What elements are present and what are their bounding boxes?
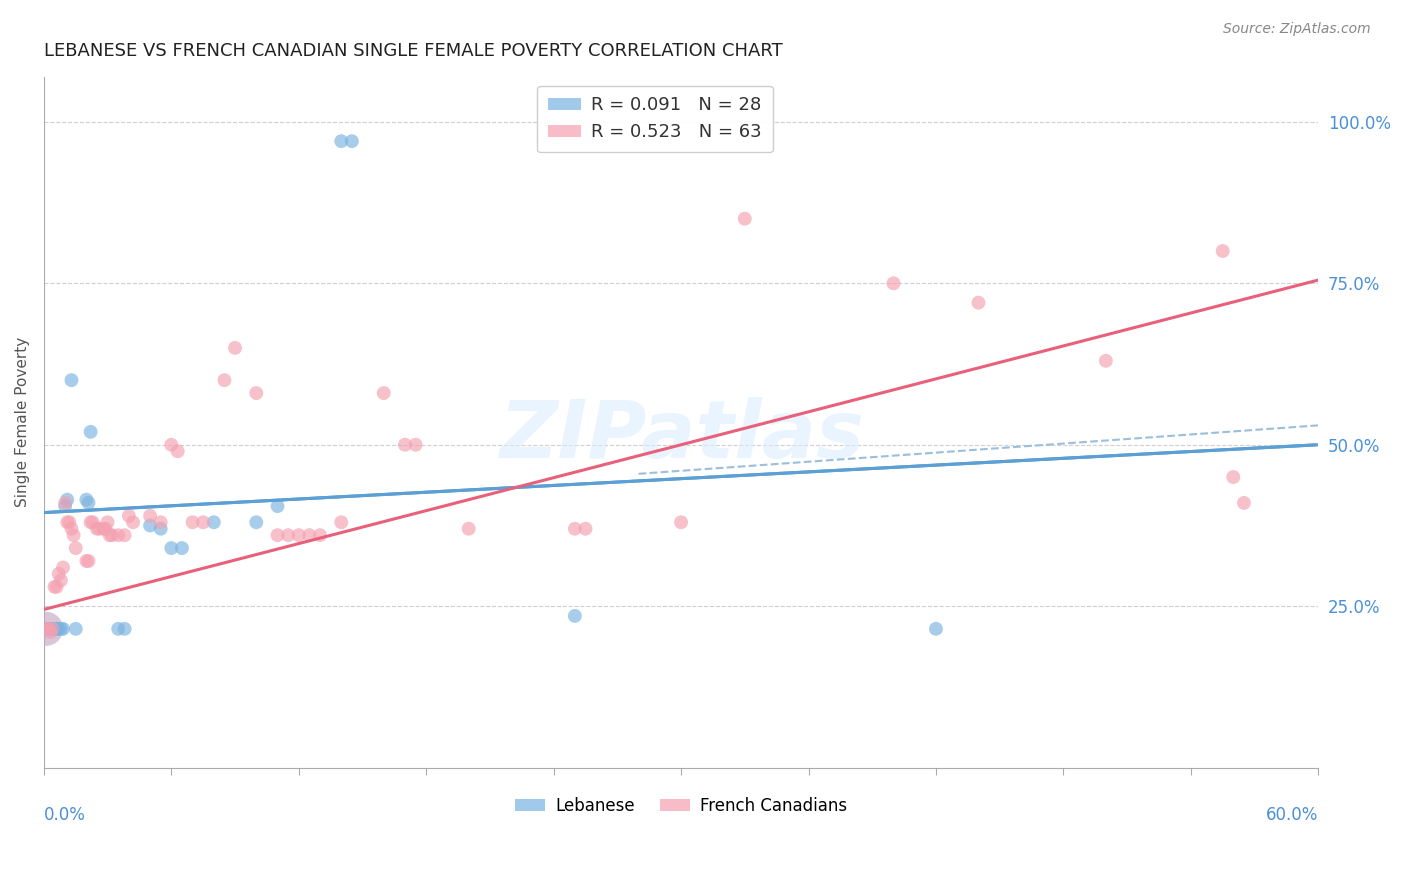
- Point: [45, 580, 67, 594]
- Point: [65, 622, 87, 636]
- Point: [330, 515, 353, 529]
- Point: [330, 134, 353, 148]
- Point: [75, 492, 97, 507]
- Point: [39, 622, 62, 636]
- Point: [245, 515, 267, 529]
- Point: [373, 386, 395, 401]
- Point: [298, 528, 321, 542]
- Point: [925, 622, 948, 636]
- Point: [107, 622, 129, 636]
- Point: [45, 622, 67, 636]
- Point: [1222, 470, 1244, 484]
- Point: [734, 211, 756, 226]
- Point: [35, 622, 58, 636]
- Point: [107, 528, 129, 542]
- Point: [170, 541, 193, 555]
- Point: [35, 622, 58, 636]
- Point: [77, 554, 100, 568]
- Y-axis label: Single Female Poverty: Single Female Poverty: [15, 337, 30, 508]
- Point: [193, 515, 215, 529]
- Point: [56, 515, 79, 529]
- Point: [39, 625, 62, 640]
- Point: [75, 554, 97, 568]
- Point: [266, 499, 288, 513]
- Point: [44, 580, 66, 594]
- Point: [101, 528, 124, 542]
- Point: [457, 522, 479, 536]
- Point: [340, 134, 363, 148]
- Point: [122, 515, 145, 529]
- Point: [48, 566, 70, 581]
- Point: [35, 622, 58, 636]
- Point: [394, 438, 416, 452]
- Point: [53, 496, 76, 510]
- Point: [245, 386, 267, 401]
- Point: [214, 373, 236, 387]
- Point: [82, 515, 104, 529]
- Point: [669, 515, 692, 529]
- Point: [87, 522, 110, 536]
- Point: [48, 622, 70, 636]
- Text: ZIPatlas: ZIPatlas: [499, 397, 863, 475]
- Point: [41, 622, 63, 636]
- Point: [60, 373, 83, 387]
- Point: [114, 622, 136, 636]
- Point: [49, 574, 72, 588]
- Point: [37, 622, 59, 636]
- Point: [149, 522, 172, 536]
- Point: [1233, 496, 1256, 510]
- Point: [160, 541, 183, 555]
- Point: [58, 515, 80, 529]
- Point: [56, 492, 79, 507]
- Point: [1212, 244, 1234, 258]
- Point: [93, 522, 115, 536]
- Point: [60, 522, 83, 536]
- Text: Source: ZipAtlas.com: Source: ZipAtlas.com: [1223, 22, 1371, 37]
- Point: [53, 499, 76, 513]
- Point: [52, 560, 75, 574]
- Point: [77, 496, 100, 510]
- Point: [287, 528, 309, 542]
- Point: [139, 518, 162, 533]
- Point: [266, 528, 288, 542]
- Text: LEBANESE VS FRENCH CANADIAN SINGLE FEMALE POVERTY CORRELATION CHART: LEBANESE VS FRENCH CANADIAN SINGLE FEMAL…: [44, 42, 783, 60]
- Point: [277, 528, 299, 542]
- Point: [405, 438, 427, 452]
- Text: 0.0%: 0.0%: [44, 805, 86, 823]
- Point: [79, 515, 101, 529]
- Point: [98, 528, 121, 542]
- Point: [224, 341, 246, 355]
- Point: [967, 295, 990, 310]
- Legend: Lebanese, French Canadians: Lebanese, French Canadians: [509, 790, 853, 822]
- Point: [44, 622, 66, 636]
- Point: [181, 515, 204, 529]
- Text: 60.0%: 60.0%: [1265, 805, 1319, 823]
- Point: [79, 425, 101, 439]
- Point: [139, 508, 162, 523]
- Point: [166, 444, 188, 458]
- Point: [49, 622, 72, 636]
- Point: [97, 515, 120, 529]
- Point: [35, 622, 58, 636]
- Point: [41, 622, 63, 636]
- Point: [1095, 353, 1118, 368]
- Point: [882, 277, 904, 291]
- Point: [118, 508, 141, 523]
- Point: [62, 528, 84, 542]
- Point: [564, 608, 586, 623]
- Point: [86, 522, 108, 536]
- Point: [574, 522, 596, 536]
- Point: [149, 515, 172, 529]
- Point: [114, 528, 136, 542]
- Point: [564, 522, 586, 536]
- Point: [309, 528, 332, 542]
- Point: [160, 438, 183, 452]
- Point: [65, 541, 87, 555]
- Point: [52, 622, 75, 636]
- Point: [202, 515, 225, 529]
- Point: [94, 522, 117, 536]
